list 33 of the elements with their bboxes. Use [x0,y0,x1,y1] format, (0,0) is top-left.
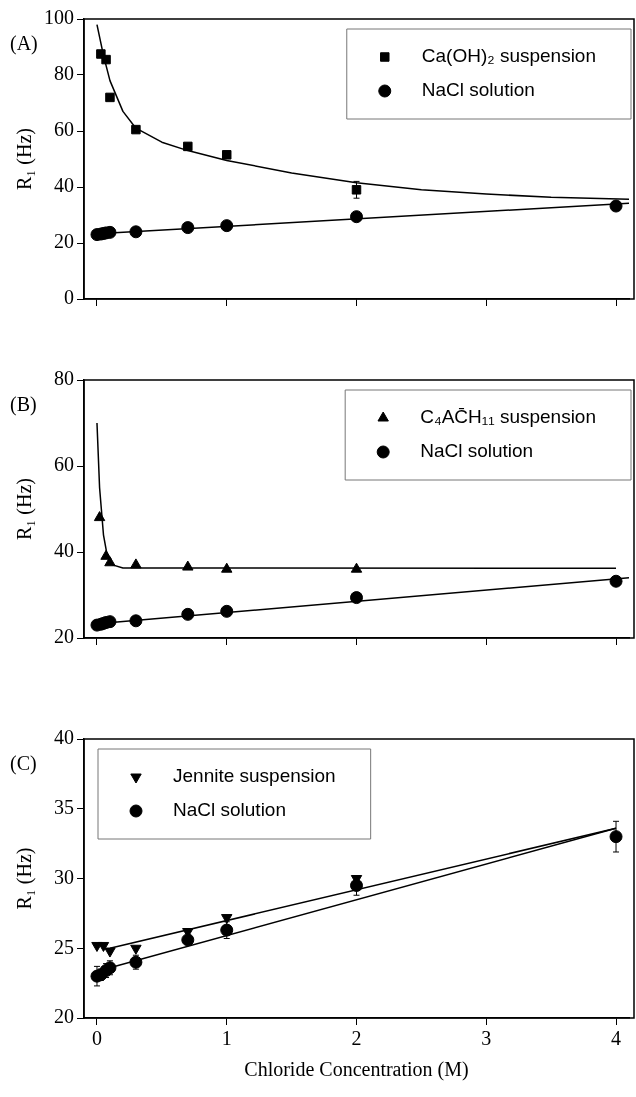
y-tick-label: 30 [54,865,74,888]
y-axis-title: R₁ (Hz) [13,128,37,190]
legend-label: Jennite suspension [173,765,336,787]
legend-label: Ca(OH)₂ suspension [421,45,597,67]
y-tick-label: 40 [54,539,74,562]
y-tick-label: 20 [54,625,74,648]
y-tick-label: 0 [64,286,74,309]
y-tick-label: 20 [54,230,74,253]
legend-label: NaCl solution [173,799,286,821]
x-tick-label: 0 [91,1027,102,1050]
y-tick-label: 25 [54,935,74,958]
text: (A) [10,32,38,56]
legend-label: C₄AC̄H₁₁ suspension [420,406,597,428]
x-tick-label: 3 [481,1027,492,1050]
y-tick-label: 40 [54,174,74,197]
x-axis-title: Chloride Concentration (M) [244,1058,469,1082]
legend-label: NaCl solution [420,440,534,462]
y-tick-label: 80 [54,62,74,85]
y-tick-label: 60 [54,453,74,476]
y-tick-label: 60 [54,118,74,141]
x-tick-label: 2 [351,1027,362,1050]
y-axis-title: R₁ (Hz) [13,478,37,540]
legend-label: NaCl solution [421,79,535,101]
x-tick-label: 1 [221,1027,232,1050]
y-axis-title: R₁ (Hz) [13,847,37,910]
text: (B) [10,393,37,417]
y-tick-label: 100 [44,6,74,29]
x-tick-label: 4 [611,1027,622,1050]
text: (C) [10,752,37,776]
y-tick-label: 20 [54,1005,74,1028]
y-tick-label: 80 [54,367,74,390]
y-tick-label: 40 [54,726,74,749]
y-tick-label: 35 [54,796,74,818]
